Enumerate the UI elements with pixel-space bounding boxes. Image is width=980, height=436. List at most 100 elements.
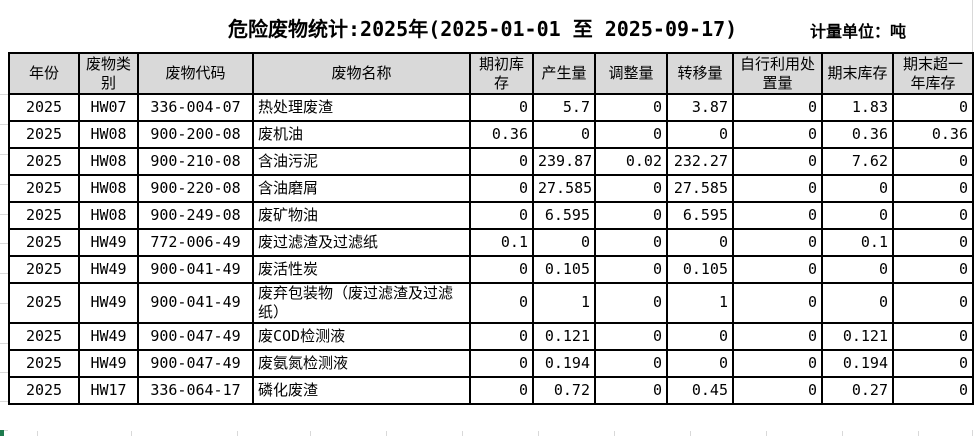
- cell-code[interactable]: 336-004-07: [137, 93, 254, 122]
- cell-year[interactable]: 2025: [8, 120, 80, 149]
- cell-code[interactable]: 900-047-49: [137, 321, 254, 351]
- cell-end-stock[interactable]: 0.1: [821, 228, 894, 257]
- cell-name[interactable]: 废机油: [252, 120, 471, 149]
- cell-end-stock-over-year[interactable]: 0: [892, 282, 974, 324]
- cell-generated[interactable]: 27.585: [532, 174, 596, 203]
- cell-category[interactable]: HW08: [78, 201, 139, 230]
- cell-name[interactable]: 含油磨屑: [252, 174, 471, 203]
- cell-generated[interactable]: 0.105: [532, 255, 596, 284]
- cell-code[interactable]: 900-210-08: [137, 147, 254, 176]
- cell-category[interactable]: HW49: [78, 228, 139, 257]
- cell-category[interactable]: HW49: [78, 255, 139, 284]
- cell-code[interactable]: 336-064-17: [137, 375, 254, 405]
- cell-initial-stock[interactable]: 0.36: [469, 120, 534, 149]
- cell-category[interactable]: HW17: [78, 375, 139, 405]
- cell-initial-stock[interactable]: 0: [469, 201, 534, 230]
- cell-end-stock[interactable]: 1.83: [821, 93, 894, 122]
- cell-adjusted[interactable]: 0.02: [594, 147, 668, 176]
- cell-end-stock[interactable]: 0.121: [821, 321, 894, 351]
- cell-transferred[interactable]: 0: [666, 120, 734, 149]
- cell-generated[interactable]: 0.121: [532, 321, 596, 351]
- cell-year[interactable]: 2025: [8, 255, 80, 284]
- column-header-adjusted[interactable]: 调整量: [594, 52, 668, 95]
- cell-end-stock-over-year[interactable]: 0: [892, 228, 974, 257]
- cell-end-stock-over-year[interactable]: 0: [892, 147, 974, 176]
- cell-category[interactable]: HW08: [78, 147, 139, 176]
- cell-end-stock-over-year[interactable]: 0: [892, 321, 974, 351]
- cell-category[interactable]: HW49: [78, 321, 139, 351]
- cell-self-disposed[interactable]: 0: [732, 282, 823, 324]
- cell-self-disposed[interactable]: 0: [732, 255, 823, 284]
- cell-transferred[interactable]: 0: [666, 228, 734, 257]
- cell-initial-stock[interactable]: 0: [469, 255, 534, 284]
- cell-end-stock[interactable]: 7.62: [821, 147, 894, 176]
- cell-end-stock[interactable]: 0: [821, 201, 894, 230]
- cell-adjusted[interactable]: 0: [594, 348, 668, 378]
- cell-code[interactable]: 900-220-08: [137, 174, 254, 203]
- cell-name[interactable]: 废活性炭: [252, 255, 471, 284]
- column-header-year[interactable]: 年份: [8, 52, 80, 95]
- cell-end-stock[interactable]: 0: [821, 174, 894, 203]
- cell-adjusted[interactable]: 0: [594, 321, 668, 351]
- cell-adjusted[interactable]: 0: [594, 201, 668, 230]
- cell-year[interactable]: 2025: [8, 321, 80, 351]
- cell-transferred[interactable]: 3.87: [666, 93, 734, 122]
- cell-self-disposed[interactable]: 0: [732, 375, 823, 405]
- cell-self-disposed[interactable]: 0: [732, 201, 823, 230]
- cell-name[interactable]: 热处理废渣: [252, 93, 471, 122]
- cell-category[interactable]: HW49: [78, 282, 139, 324]
- cell-transferred[interactable]: 232.27: [666, 147, 734, 176]
- cell-generated[interactable]: 0.72: [532, 375, 596, 405]
- cell-end-stock-over-year[interactable]: 0: [892, 375, 974, 405]
- cell-initial-stock[interactable]: 0: [469, 348, 534, 378]
- cell-category[interactable]: HW08: [78, 174, 139, 203]
- cell-self-disposed[interactable]: 0: [732, 228, 823, 257]
- cell-generated[interactable]: 6.595: [532, 201, 596, 230]
- cell-year[interactable]: 2025: [8, 174, 80, 203]
- cell-year[interactable]: 2025: [8, 375, 80, 405]
- cell-end-stock[interactable]: 0: [821, 255, 894, 284]
- cell-category[interactable]: HW07: [78, 93, 139, 122]
- cell-generated[interactable]: 1: [532, 282, 596, 324]
- cell-initial-stock[interactable]: 0: [469, 282, 534, 324]
- cell-self-disposed[interactable]: 0: [732, 174, 823, 203]
- cell-initial-stock[interactable]: 0: [469, 321, 534, 351]
- cell-self-disposed[interactable]: 0: [732, 147, 823, 176]
- column-header-generated[interactable]: 产生量: [532, 52, 596, 95]
- cell-initial-stock[interactable]: 0: [469, 375, 534, 405]
- column-header-end-stock[interactable]: 期末库存: [821, 52, 894, 95]
- cell-code[interactable]: 900-041-49: [137, 255, 254, 284]
- cell-year[interactable]: 2025: [8, 93, 80, 122]
- cell-end-stock[interactable]: 0: [821, 282, 894, 324]
- cell-category[interactable]: HW49: [78, 348, 139, 378]
- cell-initial-stock[interactable]: 0: [469, 174, 534, 203]
- cell-initial-stock[interactable]: 0: [469, 147, 534, 176]
- cell-generated[interactable]: 0: [532, 120, 596, 149]
- cell-code[interactable]: 900-249-08: [137, 201, 254, 230]
- cell-end-stock-over-year[interactable]: 0.36: [892, 120, 974, 149]
- cell-transferred[interactable]: 27.585: [666, 174, 734, 203]
- cell-end-stock-over-year[interactable]: 0: [892, 93, 974, 122]
- cell-initial-stock[interactable]: 0: [469, 93, 534, 122]
- cell-adjusted[interactable]: 0: [594, 93, 668, 122]
- column-header-code[interactable]: 废物代码: [137, 52, 254, 95]
- cell-name[interactable]: 废矿物油: [252, 201, 471, 230]
- cell-initial-stock[interactable]: 0.1: [469, 228, 534, 257]
- cell-self-disposed[interactable]: 0: [732, 93, 823, 122]
- cell-transferred[interactable]: 0.105: [666, 255, 734, 284]
- cell-transferred[interactable]: 0.45: [666, 375, 734, 405]
- cell-transferred[interactable]: 1: [666, 282, 734, 324]
- cell-year[interactable]: 2025: [8, 201, 80, 230]
- column-header-self-disposed[interactable]: 自行利用处置量: [732, 52, 823, 95]
- cell-end-stock-over-year[interactable]: 0: [892, 201, 974, 230]
- cell-code[interactable]: 772-006-49: [137, 228, 254, 257]
- cell-generated[interactable]: 0: [532, 228, 596, 257]
- column-header-name[interactable]: 废物名称: [252, 52, 471, 95]
- cell-code[interactable]: 900-200-08: [137, 120, 254, 149]
- cell-transferred[interactable]: 6.595: [666, 201, 734, 230]
- column-header-end-stock-over-year[interactable]: 期末超一年库存: [892, 52, 974, 95]
- cell-name[interactable]: 含油污泥: [252, 147, 471, 176]
- cell-code[interactable]: 900-047-49: [137, 348, 254, 378]
- cell-generated[interactable]: 0.194: [532, 348, 596, 378]
- cell-adjusted[interactable]: 0: [594, 282, 668, 324]
